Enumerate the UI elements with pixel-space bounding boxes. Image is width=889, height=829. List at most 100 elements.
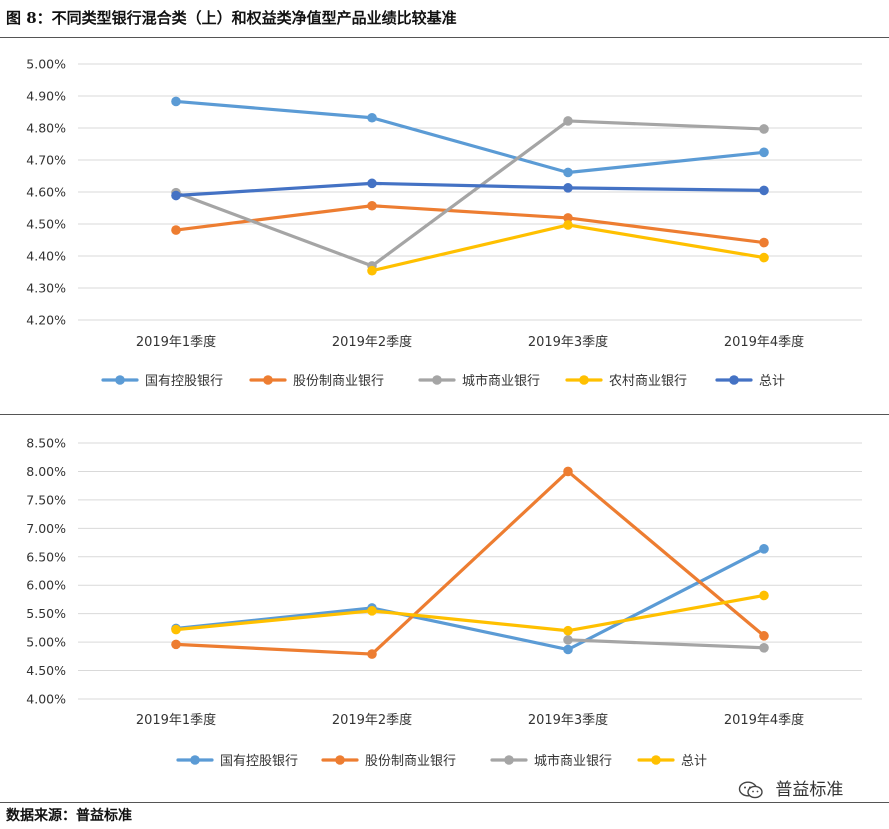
data-point <box>759 631 769 641</box>
data-point <box>563 220 573 230</box>
y-tick-label: 7.00% <box>26 521 66 536</box>
data-point <box>171 190 181 201</box>
data-point <box>367 606 377 616</box>
legend-item: 城市商业银行 <box>490 753 612 769</box>
legend-item: 总计 <box>715 374 785 389</box>
data-point <box>759 237 769 248</box>
chart-divider <box>0 414 889 415</box>
data-point <box>563 635 573 645</box>
legend-label: 城市商业银行 <box>534 753 612 769</box>
source-label: 数据来源： <box>6 808 76 824</box>
series-1 <box>171 544 769 655</box>
legend-label: 总计 <box>681 754 707 769</box>
data-point <box>563 183 573 193</box>
series-4 <box>367 220 769 276</box>
x-tick-label: 2019年2季度 <box>332 334 412 350</box>
series-line <box>174 204 766 245</box>
series-line <box>174 181 766 198</box>
legend-label: 城市商业银行 <box>462 373 540 389</box>
legend-label: 总计 <box>759 374 785 389</box>
data-point <box>171 96 181 107</box>
legend-label: 农村商业银行 <box>609 374 687 389</box>
legend-item: 股份制商业银行 <box>249 374 384 389</box>
legend-swatch-marker <box>432 375 442 385</box>
legend-swatch-marker <box>190 755 200 765</box>
legend-swatch-marker <box>504 755 514 765</box>
y-tick-label: 4.00% <box>26 692 66 707</box>
data-point <box>367 649 377 659</box>
legend-label: 股份制商业银行 <box>365 754 456 769</box>
series-4 <box>171 590 769 636</box>
chart-bottom: 4.00% 4.50% 5.00% 5.50% 6.00% 6.50% 7.00% 7.50%… <box>26 436 862 769</box>
data-point <box>563 116 573 126</box>
data-point <box>563 466 573 477</box>
data-point <box>171 624 181 635</box>
y-tick-label: 4.80% <box>26 121 66 136</box>
y-tick-label: 4.20% <box>26 313 66 328</box>
series-3 <box>171 116 769 271</box>
data-point <box>367 200 377 211</box>
series-line <box>174 547 766 652</box>
data-point <box>563 625 573 636</box>
legend-item: 国有控股银行 <box>176 754 298 769</box>
legend-label: 股份制商业银行 <box>293 374 384 389</box>
x-tick-label: 2019年1季度 <box>136 334 216 350</box>
y-tick-label: 4.30% <box>26 281 66 296</box>
y-tick-label: 5.00% <box>26 635 66 650</box>
series-line <box>370 223 766 273</box>
data-point <box>759 590 769 601</box>
series-line <box>174 593 766 633</box>
x-tick-label: 2019年2季度 <box>332 712 412 728</box>
source-value: 普益标准 <box>76 808 132 824</box>
legend-swatch-marker <box>115 375 125 385</box>
series-2 <box>171 466 769 659</box>
series-2 <box>171 200 769 248</box>
data-point <box>759 124 769 134</box>
data-point <box>563 213 573 223</box>
x-tick-label: 2019年1季度 <box>136 712 216 728</box>
wechat-icon <box>738 781 763 799</box>
data-point <box>759 185 769 196</box>
data-point <box>367 265 377 276</box>
legend-item: 城市商业银行 <box>418 373 540 389</box>
y-tick-label: 4.60% <box>26 185 66 200</box>
y-tick-label: 5.00% <box>26 57 66 72</box>
data-point <box>367 178 377 189</box>
data-point <box>759 643 769 653</box>
y-tick-label: 8.00% <box>26 464 66 479</box>
legend-label: 国有控股银行 <box>220 754 298 769</box>
series-3 <box>563 635 769 653</box>
data-point <box>171 225 181 235</box>
y-tick-label: 4.50% <box>26 217 66 232</box>
x-tick-label: 2019年4季度 <box>724 712 804 728</box>
x-tick-label: 2019年3季度 <box>528 334 608 350</box>
legend-swatch-marker <box>651 755 661 765</box>
figure-title: 图 8：不同类型银行混合类（上）和权益类净值型产品业绩比较基准 <box>6 9 457 27</box>
data-point <box>171 639 181 650</box>
y-tick-label: 4.40% <box>26 249 66 264</box>
data-point <box>563 167 573 178</box>
watermark: 普益标准 <box>738 778 843 802</box>
legend-swatch-marker <box>729 375 739 385</box>
series-1 <box>171 96 769 178</box>
series-5 <box>171 178 769 201</box>
y-tick-label: 4.70% <box>26 153 66 168</box>
y-tick-label: 4.90% <box>26 89 66 104</box>
x-tick-label: 2019年4季度 <box>724 334 804 350</box>
legend-label: 国有控股银行 <box>145 374 223 389</box>
y-tick-label: 8.50% <box>26 436 66 451</box>
source-divider <box>0 802 889 803</box>
y-tick-label: 7.50% <box>26 492 66 507</box>
legend-item: 农村商业银行 <box>565 374 687 389</box>
series-line <box>174 119 766 268</box>
data-point <box>759 252 769 263</box>
title-divider <box>0 37 889 38</box>
series-line <box>174 99 766 175</box>
watermark-text: 普益标准 <box>775 780 844 800</box>
data-point <box>759 544 769 554</box>
legend-item: 总计 <box>637 754 707 769</box>
y-tick-label: 6.00% <box>26 578 66 593</box>
source-line: 数据来源：普益标准 <box>6 806 132 826</box>
data-point <box>563 644 573 655</box>
y-tick-label: 4.50% <box>26 663 66 678</box>
